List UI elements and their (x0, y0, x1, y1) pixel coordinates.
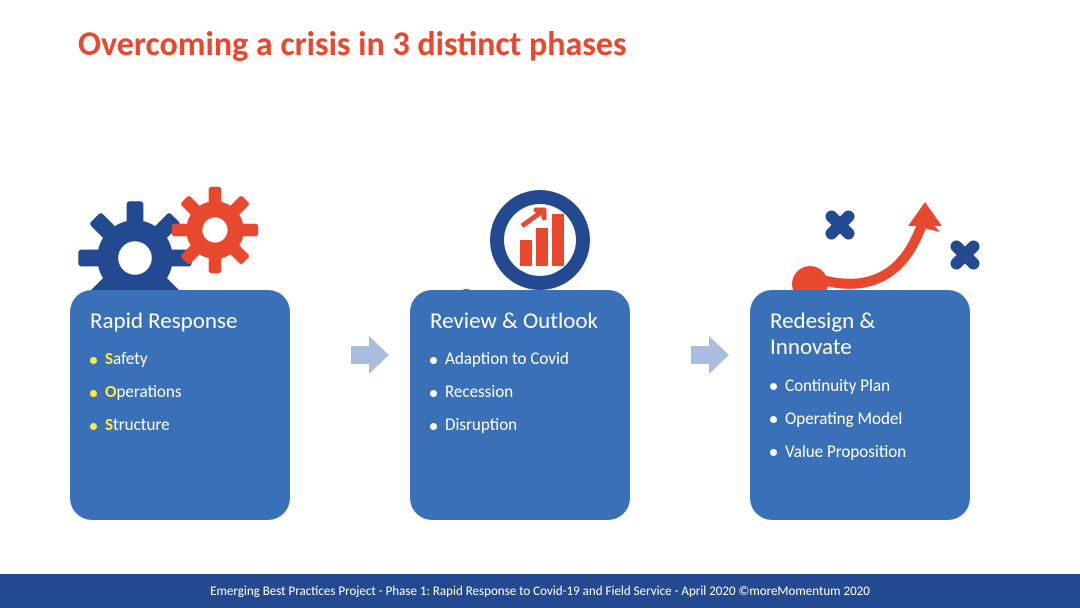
footer-text: Emerging Best Practices Project - Phase … (210, 584, 870, 599)
phase-3-bullets: Continuity Plan Operating Model Value Pr… (770, 375, 950, 462)
list-item: Value Proposition (770, 441, 950, 462)
phase-1-bullets: Safety Operations Structure (90, 348, 270, 435)
phase-1: Rapid Response Safety Operations Structu… (70, 190, 330, 420)
list-item: Structure (90, 414, 270, 435)
list-item: Recession (430, 381, 610, 402)
bullet-icon (90, 357, 97, 364)
bullet-icon (430, 423, 437, 430)
bullet-text: Continuity Plan (785, 375, 890, 396)
phase-2-heading: Review & Outlook (430, 308, 610, 334)
list-item: Operating Model (770, 408, 950, 429)
bullet-text: Adaption to Covid (445, 348, 569, 369)
bullet-icon (430, 390, 437, 397)
phase-3: Redesign & Innovate Continuity Plan Oper… (750, 190, 1010, 420)
list-item: Disruption (430, 414, 610, 435)
list-item: Continuity Plan (770, 375, 950, 396)
list-item: Adaption to Covid (430, 348, 610, 369)
bullet-text: Recession (445, 381, 513, 402)
bullet-first-letter: S (105, 348, 113, 369)
footer-bar: Emerging Best Practices Project - Phase … (0, 574, 1080, 608)
bullet-icon (770, 416, 777, 423)
bullet-text: Value Proposition (785, 441, 906, 462)
bullet-text: Operating Model (785, 408, 902, 429)
bullet-icon (770, 449, 777, 456)
bullet-text: Disruption (445, 414, 517, 435)
bullet-icon (430, 357, 437, 364)
phase-1-heading: Rapid Response (90, 308, 270, 334)
list-item: Safety (90, 348, 270, 369)
phase-2-card: Review & Outlook Adaption to Covid Reces… (410, 290, 630, 520)
bullet-first-letter: S (105, 414, 113, 435)
phases-row: Rapid Response Safety Operations Structu… (70, 190, 1010, 420)
phase-3-heading: Redesign & Innovate (770, 308, 950, 361)
phase-3-card: Redesign & Innovate Continuity Plan Oper… (750, 290, 970, 520)
bullet-rest: tructure (113, 414, 170, 435)
phase-2: Review & Outlook Adaption to Covid Reces… (410, 190, 670, 420)
arrow-icon (345, 332, 395, 378)
bullet-icon (770, 383, 777, 390)
arrow-icon (685, 332, 735, 378)
list-item: Operations (90, 381, 270, 402)
phase-2-bullets: Adaption to Covid Recession Disruption (430, 348, 610, 435)
page-title: Overcoming a crisis in 3 distinct phases (78, 24, 627, 65)
bullet-rest: afety (113, 348, 148, 369)
bullet-icon (90, 423, 97, 430)
bullet-icon (90, 390, 97, 397)
bullet-rest: perations (117, 381, 182, 402)
bullet-first-letter: O (105, 381, 117, 402)
phase-1-card: Rapid Response Safety Operations Structu… (70, 290, 290, 520)
